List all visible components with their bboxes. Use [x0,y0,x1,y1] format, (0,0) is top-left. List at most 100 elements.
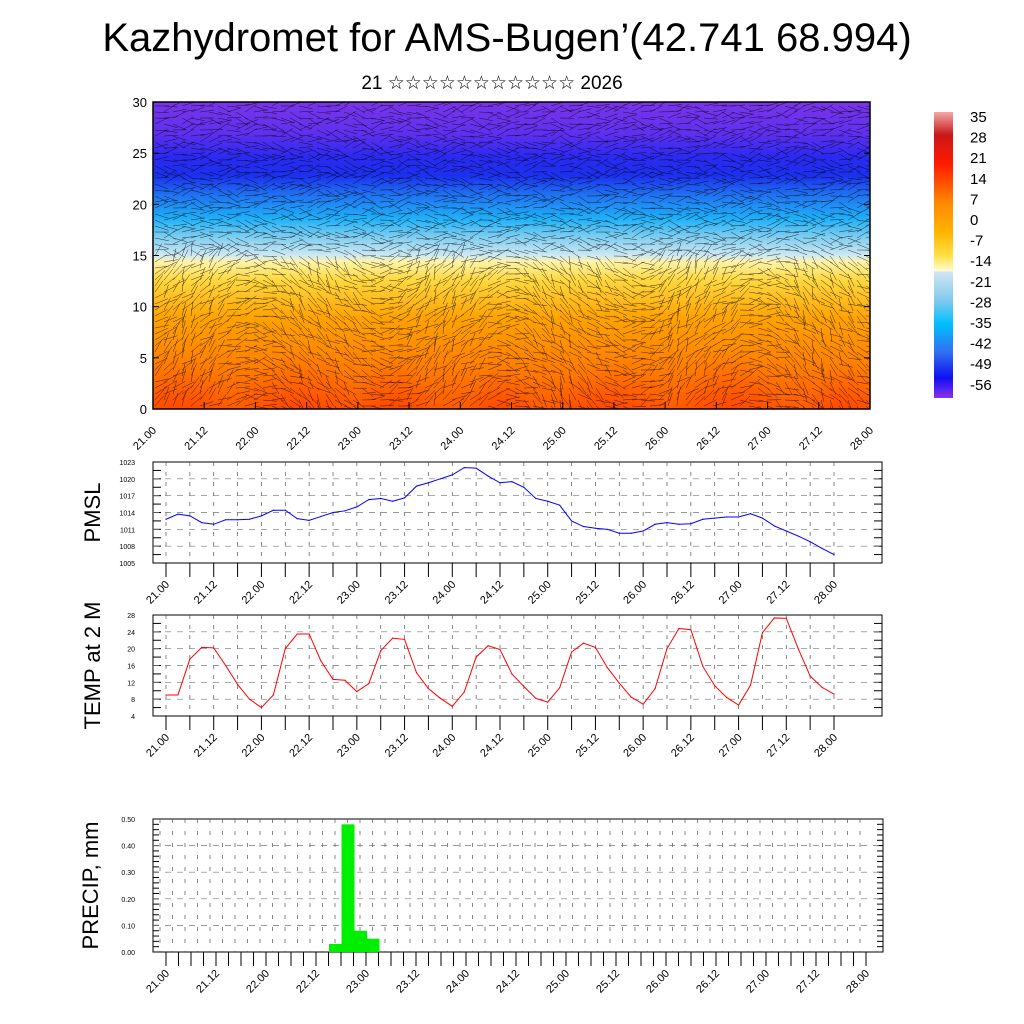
wind-barb [730,262,745,269]
wind-barb [847,225,862,230]
wind-barb [280,351,293,361]
wind-barb [514,272,529,275]
wind-barb [280,393,289,407]
wind-barb [820,213,835,218]
wind-barb [388,282,400,293]
wind-barb [541,181,554,191]
x-tick-label: 27.12 [764,732,792,760]
wind-barb [415,111,429,119]
wind-barb [649,226,663,233]
wind-barb [865,213,870,217]
wind-barb [847,363,855,377]
x-tick-label: 25.12 [574,579,602,607]
wind-barb [361,249,376,252]
wind-barb [676,308,680,323]
wind-barb [217,193,232,197]
wind-barb [802,357,816,365]
wind-barb [766,393,781,395]
wind-barb [307,174,322,179]
wind-barb [676,227,691,233]
wind-barb [775,279,789,288]
wind-barb [172,201,187,204]
wind-barb [568,387,577,401]
data-point [189,515,191,517]
wind-barb [784,297,792,311]
data-point [821,686,823,688]
wind-barb [730,159,745,166]
wind-barb [820,200,834,209]
wind-barb [451,353,462,365]
wind-barb [280,161,295,167]
wind-barb [604,159,618,168]
wind-barb [163,253,178,257]
wind-barb [640,399,655,402]
wind-barb [559,109,574,113]
wind-barb [190,250,201,263]
wind-barb [676,357,684,371]
wind-barb [235,243,250,247]
wind-barb [793,255,800,270]
wind-barb [199,376,208,389]
wind-barb [568,345,582,354]
wind-barb [478,301,491,311]
wind-barb [496,102,507,107]
data-point [415,485,418,487]
wind-barb [514,196,528,203]
wind-barb [649,399,664,401]
wind-barb [820,267,834,275]
wind-barb [721,129,736,135]
wind-barb [172,123,186,130]
colorbar-label: -35 [970,315,992,332]
data-point [284,648,286,650]
wind-barb [433,377,444,389]
y-tick-label: 28 [127,613,135,620]
wind-barb [433,233,448,239]
wind-barb [505,323,520,329]
wind-barb [613,319,628,323]
wind-barb [622,355,637,359]
wind-barb [235,225,249,233]
wind-barb [433,338,437,353]
wind-barb [388,120,403,125]
wind-barb [532,108,547,113]
wind-barb [775,285,790,291]
wind-barb [460,153,475,157]
data-point [225,519,227,521]
wind-barb [334,405,337,409]
wind-barb [703,317,714,329]
wind-barb [865,321,870,326]
wind-barb [757,230,772,233]
wind-barb [262,242,275,251]
wind-barb [442,141,456,149]
wind-barb [271,158,284,167]
wind-barb [316,309,331,315]
wind-barb [325,357,340,363]
wind-barb [865,115,870,119]
wind-barb [640,248,654,257]
wind-barb [334,153,349,158]
wind-barb [424,183,439,187]
wind-barb [235,282,250,287]
wind-barb [244,117,258,125]
wind-barb [703,314,717,323]
wind-barb [244,231,258,239]
wind-barb [199,266,206,281]
wind-barb [523,103,538,107]
wind-barb [289,165,303,173]
wind-barb [406,371,417,383]
wind-barb [730,401,745,407]
wind-barb [739,202,754,209]
wind-barb [847,399,852,409]
wind-barb [181,333,190,347]
wind-barb [784,134,798,143]
wind-barb [217,303,225,317]
wind-barb [289,345,295,360]
wind-barb [793,146,806,155]
wind-barb [478,266,492,275]
wind-barb [199,209,214,215]
wind-barb [829,165,844,170]
wind-barb [379,219,394,221]
wind-barb [676,129,691,131]
wind-barb [748,171,763,178]
wind-barb [577,387,589,398]
